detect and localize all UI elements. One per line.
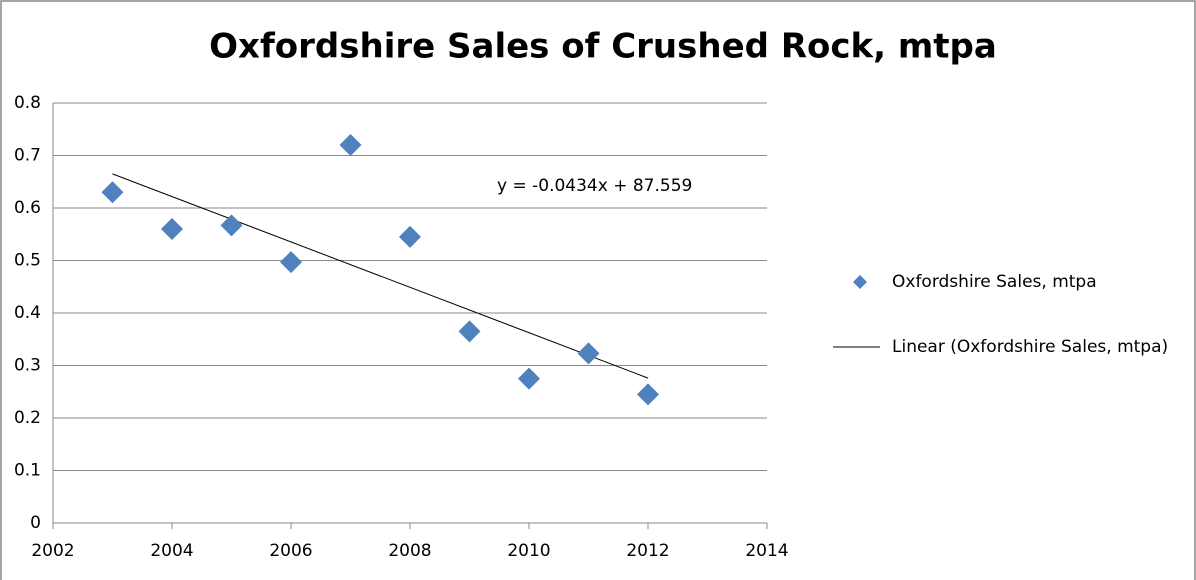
y-tick-label: 0.4	[14, 303, 41, 323]
y-tick-label: 0.3	[14, 356, 41, 376]
data-point	[101, 181, 124, 204]
data-point	[399, 225, 421, 248]
y-tick-label: 0	[30, 513, 41, 533]
legend-label: Oxfordshire Sales, mtpa	[892, 272, 1097, 292]
legend-marker	[853, 275, 867, 289]
x-tick-label: 2008	[388, 541, 431, 561]
y-tick-label: 0.2	[14, 408, 41, 428]
data-point	[220, 214, 243, 237]
x-tick-label: 2012	[626, 541, 669, 561]
data-point	[637, 383, 659, 406]
legend-label: Linear (Oxfordshire Sales, mtpa)	[892, 337, 1169, 357]
y-tick-label: 0.6	[14, 198, 41, 218]
data-point	[161, 218, 183, 240]
x-tick-label: 2010	[507, 541, 550, 561]
data-point	[577, 342, 600, 365]
data-point	[458, 320, 481, 343]
y-tick-label: 0.8	[14, 93, 41, 113]
trendline-equation: y = -0.0434x + 87.559	[497, 176, 692, 196]
data-point	[518, 367, 540, 390]
y-tick-label: 0.7	[14, 146, 41, 166]
x-tick-label: 2014	[745, 541, 788, 561]
x-tick-label: 2002	[31, 541, 74, 561]
x-tick-label: 2004	[150, 541, 193, 561]
data-point	[339, 134, 362, 156]
chart-title: Oxfordshire Sales of Crushed Rock, mtpa	[209, 27, 997, 67]
y-tick-label: 0.1	[14, 461, 41, 481]
trendline	[112, 173, 649, 379]
x-tick-label: 2006	[269, 541, 312, 561]
y-tick-label: 0.5	[14, 251, 41, 271]
data-point	[280, 251, 302, 274]
